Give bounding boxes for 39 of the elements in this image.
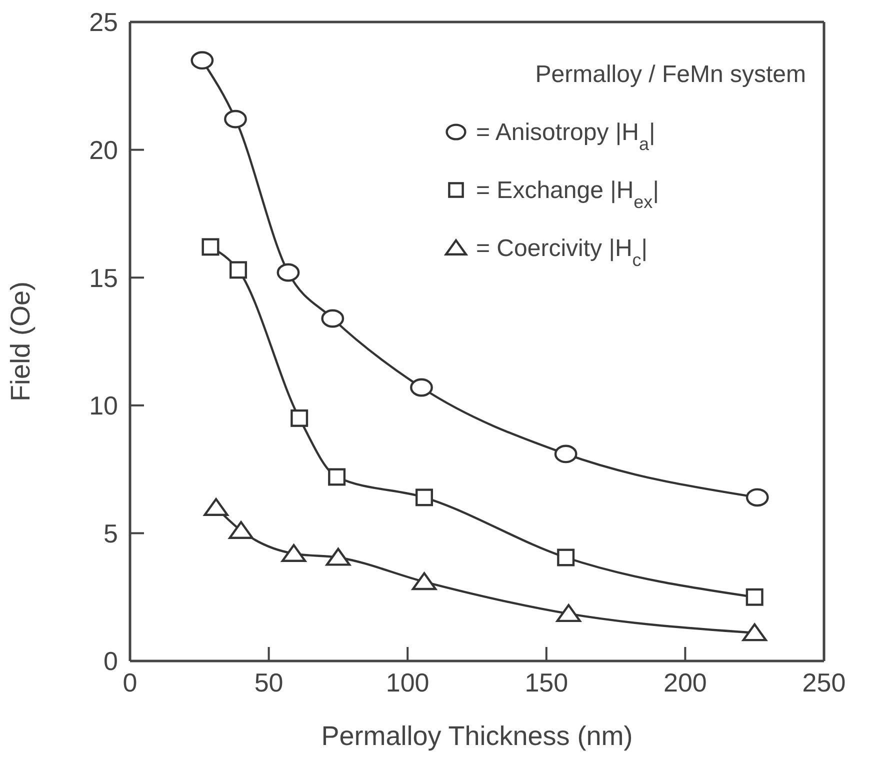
point <box>276 263 300 282</box>
y-tick-label: 10 <box>89 390 118 421</box>
x-tick-label: 0 <box>122 667 138 698</box>
point <box>410 378 433 397</box>
x-tick-label: 100 <box>386 667 430 698</box>
point <box>202 238 220 256</box>
point <box>281 544 306 562</box>
y-tick-label: 0 <box>104 646 118 676</box>
point <box>412 572 437 590</box>
point <box>228 520 254 539</box>
point <box>224 110 247 128</box>
point <box>328 468 346 486</box>
y-tick-label: 20 <box>89 135 118 166</box>
x-tick-label: 150 <box>524 667 568 698</box>
y-tick-label: 15 <box>89 262 118 293</box>
x-tick-label: 200 <box>664 667 707 698</box>
point <box>190 51 214 70</box>
point <box>557 548 575 566</box>
x-tick-label: 250 <box>802 667 846 698</box>
x-axis-title: Permalloy Thickness (nm) <box>321 721 633 751</box>
point <box>321 309 344 328</box>
y-tick-label: 5 <box>104 518 118 548</box>
point <box>556 604 581 622</box>
point <box>326 548 351 566</box>
point <box>746 588 764 606</box>
legend-label: = Exchange |H$_{ex}$| <box>476 177 659 212</box>
point <box>742 623 767 642</box>
point <box>554 444 578 464</box>
point <box>746 488 769 507</box>
legend-label: = Anisotropy |H$_{a}$| <box>476 119 656 154</box>
y-tick-label: 25 <box>89 7 118 38</box>
x-tick-label: 50 <box>254 667 284 698</box>
legend-label: = Coercivity |H$_{c}$| <box>476 235 648 270</box>
point <box>290 409 308 427</box>
point <box>416 488 434 506</box>
y-axis-title: Field (Oe) <box>6 281 36 402</box>
legend-title: Permalloy / FeMn system <box>535 61 806 88</box>
point <box>204 498 228 516</box>
point <box>230 261 248 279</box>
